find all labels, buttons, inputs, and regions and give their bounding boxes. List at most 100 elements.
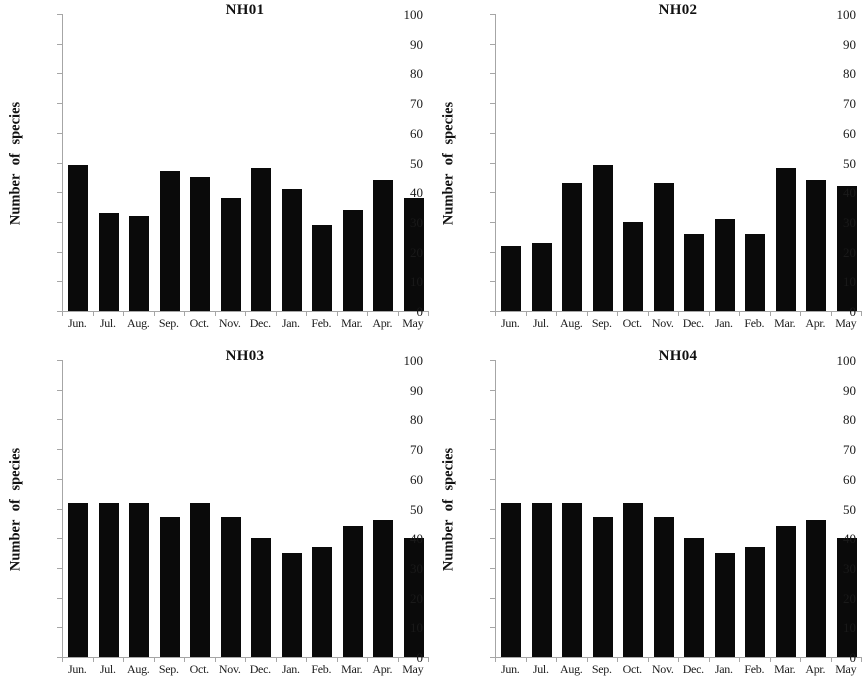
x-tick-mark [367, 658, 368, 662]
x-tick-mark [245, 658, 246, 662]
y-tick-mark [490, 627, 495, 629]
bar-slot [649, 360, 680, 657]
x-tick-mark [397, 312, 399, 316]
y-tick-label: 70 [843, 442, 856, 458]
y-tick-mark [57, 538, 62, 540]
bar-slot [832, 14, 863, 311]
x-tick-mark [769, 658, 771, 662]
x-tick-mark [336, 312, 338, 316]
x-tick-mark [617, 658, 618, 662]
y-tick-label: 90 [843, 36, 856, 52]
y-tick-label: 10 [410, 620, 423, 636]
x-tick-label: Dec. [682, 662, 704, 676]
y-tick-mark [57, 508, 62, 510]
x-tick-label: Apr. [372, 316, 393, 330]
bar-slot [216, 360, 247, 657]
bar-slot [771, 360, 802, 657]
bar [403, 538, 424, 657]
x-axis-labels: Jun. Jul. Aug. Sep. Oct. Nov. Dec. Jan. Feb. Mar.… [62, 316, 428, 331]
x-tick-mark [62, 312, 63, 316]
y-tick-label: 10 [410, 274, 423, 290]
x-tick-label: Mar. [341, 316, 363, 330]
x-tick-mark [245, 312, 246, 316]
bar [68, 502, 88, 657]
y-tick-label: 0 [849, 650, 857, 665]
bar [562, 183, 582, 311]
y-tick-label: 70 [410, 442, 423, 458]
x-tick-mark [708, 312, 710, 316]
x-tick-label: Jun. [68, 316, 87, 330]
chart-panel-nh03: NH03 Number of species Jun. Jul. Aug. Sep. O… [0, 346, 433, 692]
y-tick-label: 40 [843, 531, 856, 547]
bar [312, 224, 332, 311]
bar-slot [368, 360, 399, 657]
bar [592, 165, 613, 311]
x-tick-mark [123, 658, 124, 662]
y-tick-label: 80 [410, 66, 423, 82]
x-tick-label: Feb. [311, 316, 332, 330]
bar-slot [399, 360, 430, 657]
y-tick-label: 30 [843, 214, 856, 230]
x-tick-label: Dec. [249, 662, 271, 676]
x-tick-label: Jul. [99, 316, 116, 330]
x-tick-mark [214, 658, 216, 662]
x-tick-label: May [402, 662, 424, 676]
x-tick-label: Dec. [249, 316, 271, 330]
y-tick-mark [490, 281, 495, 283]
bar-slot [557, 360, 588, 657]
y-tick-mark [57, 311, 62, 312]
bar [373, 520, 393, 657]
bar [312, 547, 332, 657]
bar-slot [496, 14, 527, 311]
plot-area [495, 14, 862, 312]
y-tick-label: 20 [410, 590, 423, 606]
x-tick-mark [678, 658, 679, 662]
bar [190, 502, 210, 657]
x-tick-mark [214, 312, 216, 316]
bar-slot [588, 14, 619, 311]
bar-slot [496, 360, 527, 657]
x-tick-mark [275, 312, 277, 316]
y-tick-label: 80 [843, 66, 856, 82]
x-tick-mark [275, 658, 277, 662]
y-tick-mark [490, 360, 495, 361]
y-tick-mark [57, 389, 62, 391]
y-tick-mark [57, 192, 62, 194]
bar-slot [307, 360, 338, 657]
bar [836, 538, 857, 657]
y-tick-label: 20 [410, 244, 423, 260]
x-tick-label: Dec. [682, 316, 704, 330]
bar [714, 218, 735, 311]
bar [159, 517, 180, 657]
bar-slot [63, 14, 94, 311]
bar-slot [679, 360, 710, 657]
y-tick-label: 50 [410, 155, 423, 171]
x-tick-label: Feb. [311, 662, 332, 676]
y-tick-label: 60 [410, 471, 423, 487]
x-axis-labels: Jun. Jul. Aug. Sep. Oct. Nov. Dec. Jan. Feb. Mar.… [62, 662, 428, 677]
bar-slot [679, 14, 710, 311]
x-tick-mark [92, 312, 94, 316]
bar-slot [246, 360, 277, 657]
chart-title: NH03 [225, 348, 265, 364]
bar-slot [63, 360, 94, 657]
plot-area [62, 14, 429, 312]
y-tick-label: 100 [836, 7, 857, 22]
bar [806, 180, 826, 311]
x-tick-mark [800, 312, 801, 316]
bar [653, 517, 674, 657]
y-tick-mark [490, 389, 495, 391]
bar-slot [368, 14, 399, 311]
bar [684, 538, 704, 657]
plot-area [495, 360, 862, 658]
x-tick-mark [830, 658, 832, 662]
bar [745, 233, 765, 311]
y-tick-label: 0 [416, 304, 424, 319]
bar-slot [588, 360, 619, 657]
plot-area [62, 360, 429, 658]
y-tick-label: 90 [410, 382, 423, 398]
chart-panel-nh04: NH04 Number of species Jun. Jul. Aug. Sep. O… [433, 346, 866, 692]
x-tick-label: Apr. [805, 316, 826, 330]
chart-title: NH01 [225, 2, 265, 18]
